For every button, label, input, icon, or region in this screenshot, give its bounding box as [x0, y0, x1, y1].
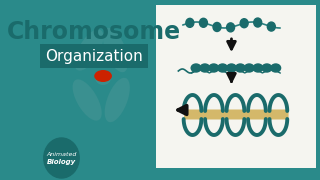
- FancyBboxPatch shape: [152, 5, 316, 175]
- FancyBboxPatch shape: [40, 44, 148, 68]
- Circle shape: [199, 18, 207, 27]
- Ellipse shape: [74, 29, 103, 71]
- Circle shape: [186, 18, 194, 27]
- Ellipse shape: [105, 78, 130, 122]
- Ellipse shape: [73, 79, 102, 121]
- Text: Biology: Biology: [47, 159, 76, 165]
- Ellipse shape: [218, 64, 228, 72]
- Ellipse shape: [209, 64, 219, 72]
- Ellipse shape: [244, 64, 254, 72]
- Ellipse shape: [227, 64, 236, 72]
- Circle shape: [254, 18, 262, 27]
- Circle shape: [240, 19, 248, 28]
- FancyBboxPatch shape: [37, 0, 156, 180]
- FancyBboxPatch shape: [184, 109, 289, 120]
- Text: Animated: Animated: [46, 152, 77, 156]
- Ellipse shape: [103, 28, 128, 72]
- Text: Organization: Organization: [45, 48, 143, 64]
- Ellipse shape: [253, 64, 263, 72]
- Ellipse shape: [236, 64, 245, 72]
- Circle shape: [44, 138, 79, 178]
- Ellipse shape: [94, 70, 112, 82]
- Ellipse shape: [271, 64, 281, 72]
- FancyBboxPatch shape: [152, 168, 320, 180]
- Circle shape: [267, 22, 275, 31]
- Text: Chromosome: Chromosome: [7, 20, 181, 44]
- Circle shape: [227, 23, 235, 32]
- Ellipse shape: [95, 71, 111, 85]
- Ellipse shape: [200, 64, 210, 72]
- Ellipse shape: [262, 64, 272, 72]
- Circle shape: [213, 22, 221, 32]
- Ellipse shape: [191, 64, 201, 72]
